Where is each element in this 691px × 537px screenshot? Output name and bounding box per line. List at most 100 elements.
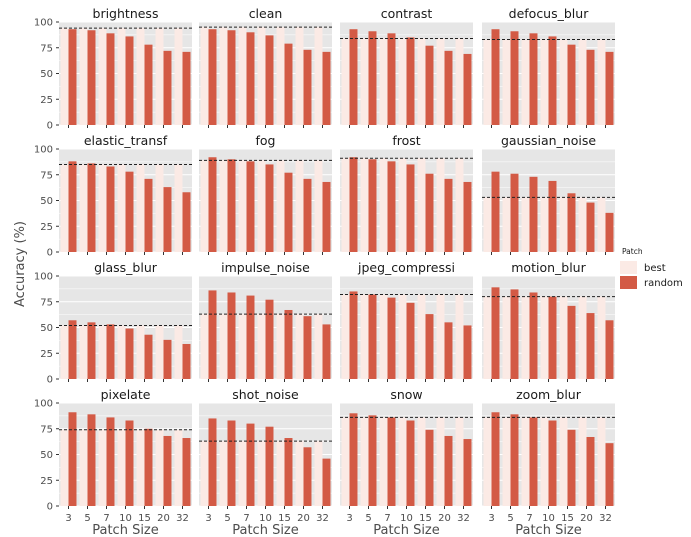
bar-best-15 — [136, 325, 145, 379]
legend-swatch-best — [620, 261, 637, 274]
panel-elastic_transf: elastic_transf 0 25 50 75 100 — [34, 133, 192, 259]
y-tick-label: 0 — [47, 375, 53, 386]
bar-best-15 — [417, 294, 426, 379]
panel-title: fog — [256, 133, 276, 148]
x-tick-label: 3 — [346, 513, 352, 524]
bar-random-3 — [349, 157, 358, 252]
bar-best-32 — [314, 441, 323, 506]
bar-best-7 — [98, 325, 107, 379]
bar-random-15 — [425, 45, 434, 125]
bar-random-32 — [322, 181, 331, 252]
panel-title: pixelate — [101, 387, 151, 402]
bar-best-10 — [117, 28, 126, 125]
panel-title: zoom_blur — [516, 387, 582, 402]
panel-shot_noise: shot_noise 3 5 7 10 15 20 32 — [199, 387, 332, 524]
bar-random-10 — [548, 420, 557, 506]
bar-best-3 — [60, 164, 69, 252]
x-tick-label: 7 — [384, 513, 390, 524]
legend-label-best: best — [644, 263, 666, 274]
bar-best-20 — [436, 294, 445, 379]
bar-random-10 — [265, 164, 274, 252]
bar-random-15 — [425, 314, 434, 379]
bar-best-7 — [521, 197, 530, 252]
bar-random-20 — [303, 178, 312, 252]
bar-best-7 — [238, 160, 247, 252]
bar-random-10 — [265, 299, 274, 379]
bar-random-10 — [548, 36, 557, 125]
bar-random-3 — [68, 161, 77, 252]
bar-random-5 — [87, 322, 96, 379]
bar-best-3 — [483, 39, 492, 126]
bar-random-20 — [444, 50, 453, 126]
bar-random-7 — [246, 161, 255, 252]
panel-title: elastic_transf — [84, 133, 168, 148]
bar-best-15 — [136, 28, 145, 125]
bar-best-5 — [502, 197, 511, 252]
legend: Patch best random — [620, 247, 683, 289]
bar-random-10 — [406, 37, 415, 126]
bar-best-10 — [398, 417, 407, 506]
bar-best-20 — [295, 441, 304, 506]
bar-best-3 — [483, 197, 492, 252]
bar-random-5 — [87, 414, 96, 506]
bar-best-10 — [117, 325, 126, 379]
bar-random-7 — [106, 33, 115, 125]
x-tick-label: 20 — [438, 513, 451, 524]
panel-impulse_noise: impulse_noise — [199, 260, 332, 382]
bar-random-5 — [510, 31, 519, 125]
bar-best-5 — [79, 164, 88, 252]
bar-best-32 — [597, 296, 606, 379]
bar-random-10 — [125, 420, 134, 506]
bar-best-20 — [578, 197, 587, 252]
bar-best-3 — [200, 441, 209, 506]
bar-random-7 — [529, 292, 538, 379]
panel-title: snow — [390, 387, 422, 402]
bar-random-20 — [303, 49, 312, 126]
y-tick-label: 100 — [34, 18, 53, 29]
bar-best-20 — [155, 325, 164, 379]
x-tick-label: 20 — [580, 513, 593, 524]
bar-random-15 — [144, 44, 153, 125]
bar-random-5 — [368, 415, 377, 506]
bar-random-32 — [605, 443, 614, 506]
x-tick-label: 32 — [457, 513, 470, 524]
bar-random-3 — [349, 29, 358, 125]
bar-random-20 — [163, 339, 172, 379]
bar-best-32 — [174, 325, 183, 379]
bar-random-15 — [284, 172, 293, 252]
bar-best-10 — [398, 294, 407, 379]
bar-random-15 — [144, 428, 153, 506]
bar-random-5 — [368, 31, 377, 125]
bar-random-5 — [227, 159, 236, 252]
panel-motion_blur: motion_blur — [482, 260, 615, 382]
bar-best-3 — [341, 158, 350, 252]
bar-random-3 — [491, 171, 500, 252]
bar-random-20 — [444, 178, 453, 252]
bar-best-10 — [257, 441, 266, 506]
panel-contrast: contrast — [340, 6, 473, 128]
x-tick-label: 3 — [488, 513, 494, 524]
panel-frost: frost — [340, 133, 473, 255]
bar-random-7 — [529, 33, 538, 125]
bar-random-32 — [463, 181, 472, 252]
bar-random-20 — [163, 50, 172, 126]
bar-random-20 — [444, 435, 453, 506]
bar-random-7 — [106, 166, 115, 252]
panel-title: contrast — [381, 6, 433, 21]
bar-random-10 — [406, 164, 415, 252]
bar-random-3 — [208, 290, 217, 379]
x-tick-label: 3 — [65, 513, 71, 524]
bar-random-32 — [322, 458, 331, 506]
bar-best-20 — [295, 160, 304, 252]
bar-best-7 — [379, 294, 388, 379]
bar-random-32 — [605, 320, 614, 379]
bar-best-20 — [578, 417, 587, 506]
bar-random-5 — [368, 159, 377, 252]
bar-best-5 — [360, 38, 369, 126]
bar-random-5 — [510, 173, 519, 252]
bar-best-5 — [502, 39, 511, 126]
bar-best-5 — [502, 417, 511, 506]
bar-best-3 — [200, 27, 209, 125]
bar-random-5 — [227, 292, 236, 379]
